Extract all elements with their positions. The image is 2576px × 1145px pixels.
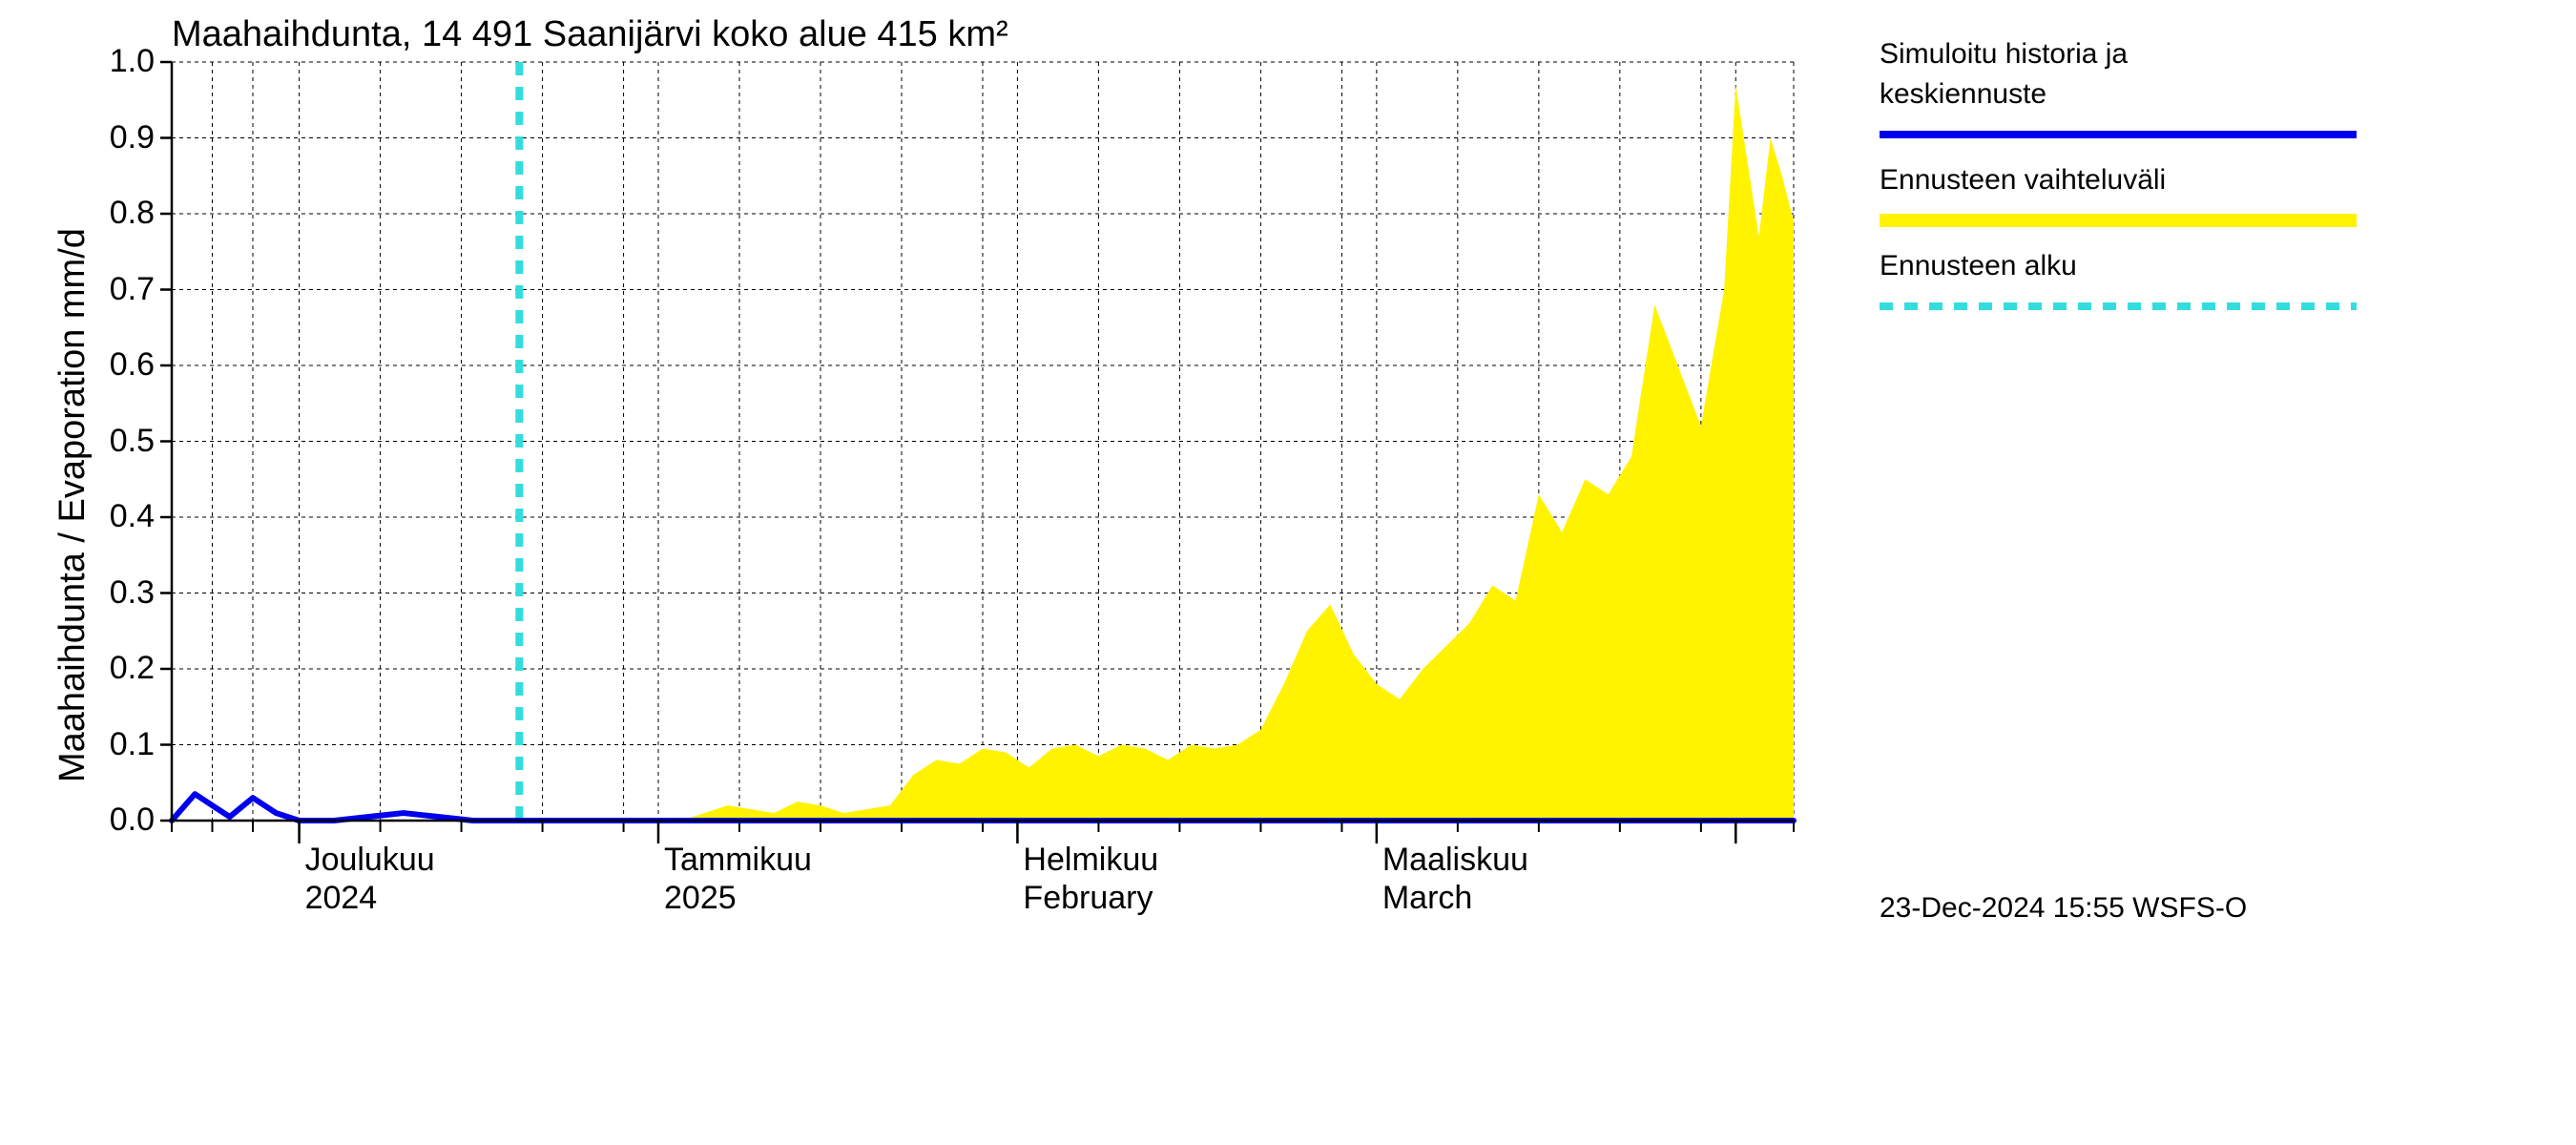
legend-label: Ennusteen alku xyxy=(1880,250,2376,282)
x-month-label: Helmikuu xyxy=(1023,842,1158,879)
y-axis-label: Maahaihdunta / Evaporation mm/d xyxy=(52,228,93,782)
legend-swatch-row xyxy=(1880,204,2376,237)
chart-title: Maahaihdunta, 14 491 Saanijärvi koko alu… xyxy=(172,14,1008,55)
footer-timestamp: 23-Dec-2024 15:55 WSFS-O xyxy=(1880,892,2247,925)
ytick-label: 0.2 xyxy=(110,650,155,687)
legend-label: keskiennuste xyxy=(1880,78,2376,111)
legend-swatch xyxy=(1880,212,2357,229)
x-month-sublabel: 2025 xyxy=(664,880,737,917)
legend-label: Ennusteen vaihteluväli xyxy=(1880,164,2376,197)
legend-swatch-row xyxy=(1880,290,2376,323)
ytick-label: 0.8 xyxy=(110,195,155,232)
legend-swatch xyxy=(1880,298,2357,315)
ytick-label: 0.3 xyxy=(110,574,155,612)
ytick-label: 0.1 xyxy=(110,726,155,763)
x-month-label: Maaliskuu xyxy=(1382,842,1528,879)
legend-label-text: Simuloitu historia ja xyxy=(1880,38,2128,70)
ytick-label: 0.5 xyxy=(110,423,155,460)
x-month-sublabel: February xyxy=(1023,880,1153,917)
legend-swatch xyxy=(1880,126,2357,143)
legend-gap xyxy=(1880,330,2376,336)
plot-area xyxy=(172,62,1794,821)
ytick-label: 0.6 xyxy=(110,346,155,384)
x-month-label: Joulukuu xyxy=(305,842,435,879)
ytick-label: 1.0 xyxy=(110,43,155,80)
ytick-label: 0.7 xyxy=(110,271,155,308)
legend-label: Simuloitu historia ja xyxy=(1880,38,2376,71)
legend-swatch-row xyxy=(1880,118,2376,151)
legend-label-text: Ennusteen vaihteluväli xyxy=(1880,164,2166,196)
ytick-label: 0.4 xyxy=(110,498,155,535)
legend: Simuloitu historia ja keskiennuste Ennuste… xyxy=(1880,38,2376,336)
x-month-sublabel: 2024 xyxy=(305,880,378,917)
forecast-range-area xyxy=(519,85,1794,821)
x-month-sublabel: March xyxy=(1382,880,1472,917)
legend-label-text: keskiennuste xyxy=(1880,78,2046,110)
x-month-label: Tammikuu xyxy=(664,842,812,879)
legend-label-text: Ennusteen alku xyxy=(1880,250,2077,281)
ytick-label: 0.9 xyxy=(110,119,155,156)
ytick-label: 0.0 xyxy=(110,802,155,839)
